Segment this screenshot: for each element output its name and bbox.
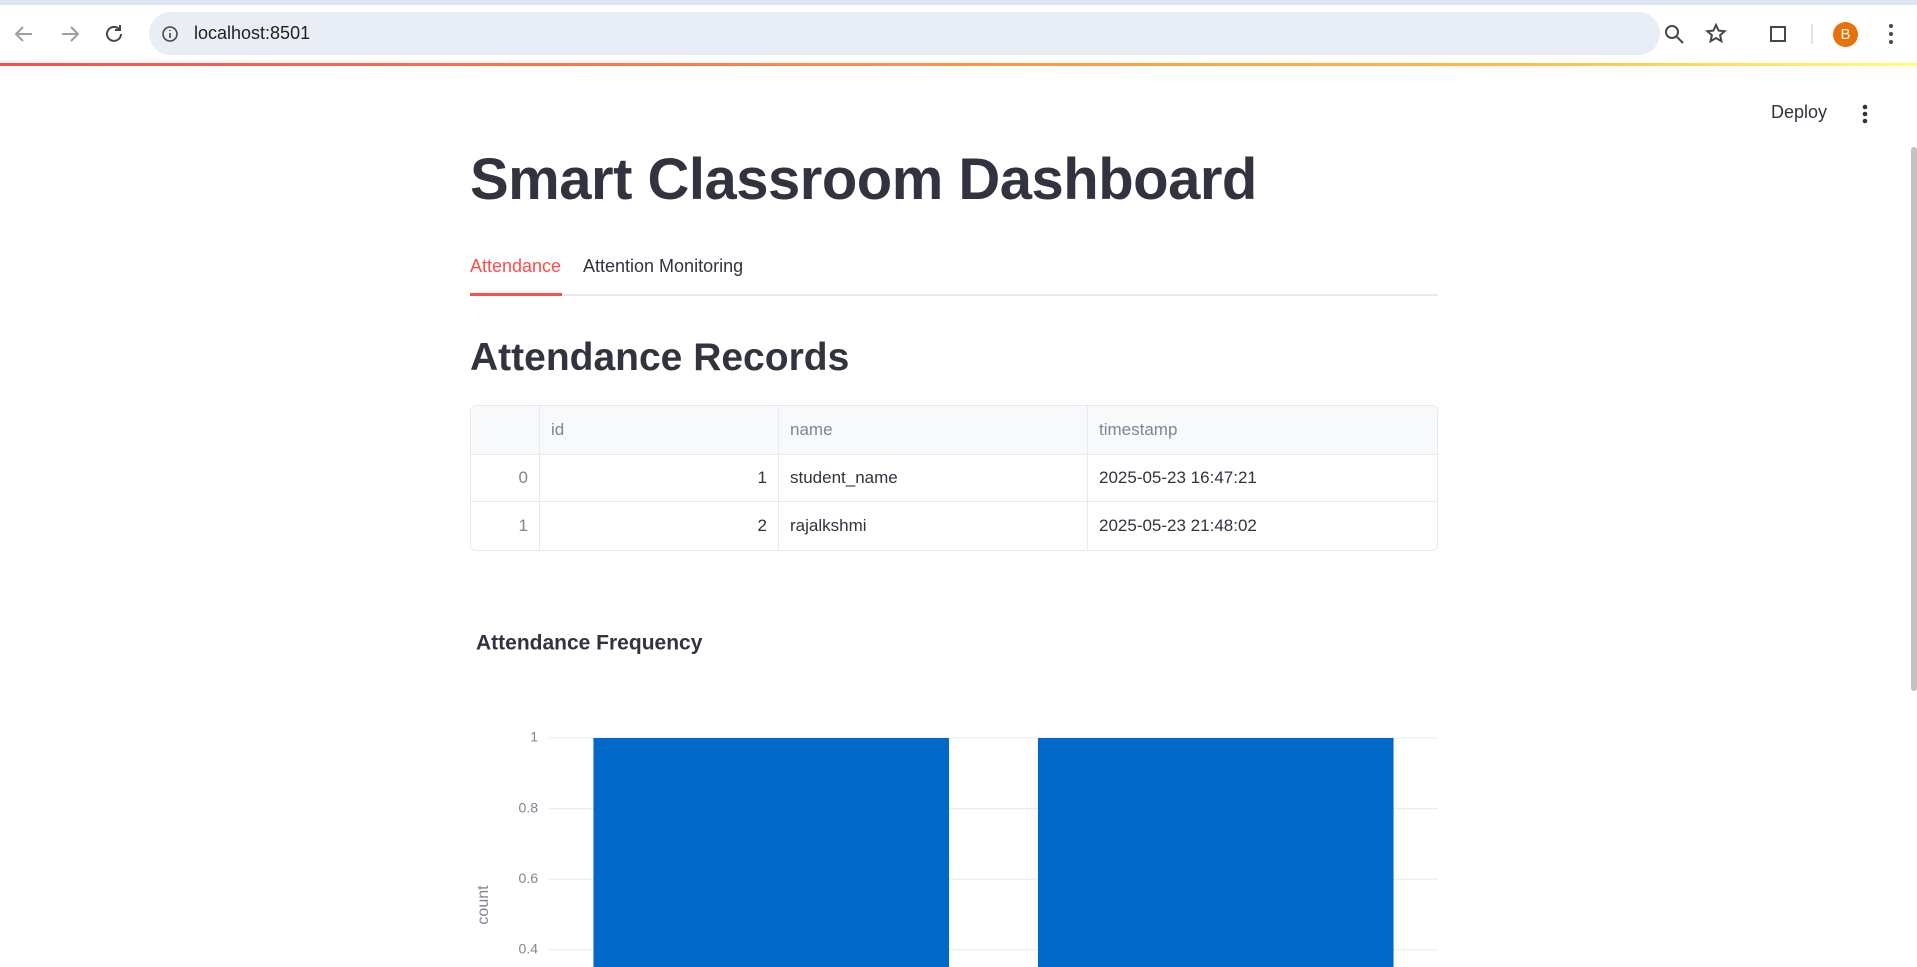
tab-strip [0,0,1917,5]
site-info-icon[interactable] [161,25,179,43]
scrollbar[interactable] [1911,147,1917,691]
deploy-button[interactable]: Deploy [1771,102,1828,122]
y-tick-label: 0.4 [519,941,539,957]
table-cell: student_name [779,455,1088,502]
section-heading: Attendance Records [470,336,850,379]
chart-title: Attendance Frequency [476,632,703,655]
tab[interactable]: Attention Monitoring [583,256,744,276]
forward-button[interactable] [62,26,80,42]
bar [1037,738,1394,967]
row-index: 1 [471,502,540,550]
extensions-icon[interactable] [1770,26,1786,42]
bar [593,738,950,967]
menu-icon[interactable] [1889,24,1893,44]
active-tab-indicator [470,293,562,296]
table-cell: 2 [540,502,779,550]
table-cell: rajalkshmi [779,502,1088,550]
row-index: 0 [471,455,540,502]
header-cell: name [779,406,1088,455]
bookmark-star[interactable] [1705,22,1727,44]
browser-icons [14,22,1893,44]
y-axis-label: count [475,885,492,925]
address-bar[interactable] [149,12,1660,55]
zoom-icon[interactable] [1665,25,1684,44]
header-cell: timestamp [1088,406,1437,455]
y-tick-label: 0.6 [519,870,539,886]
reload-button[interactable] [106,25,122,42]
tab-divider [470,294,1438,296]
table-cell: 1 [540,455,779,502]
header-cell [471,406,540,455]
tab[interactable]: Attendance [470,256,562,276]
main-menu[interactable] [1858,103,1872,127]
y-tick-label: 1 [530,729,538,745]
header-decoration [0,63,1917,66]
data-table: id name timestamp 0 1 student_name 2025-05-23 … [470,405,1438,551]
table-cell: 2025-05-23 21:48:02 [1099,516,1257,535]
y-tick-label: 0.8 [519,799,539,815]
table-cell: 2025-05-23 16:47:21 [1088,455,1437,502]
profile-avatar[interactable]: B [1833,22,1858,47]
page-title: Smart Classroom Dashboard [470,147,1257,212]
url[interactable]: localhost:8501 [194,23,311,43]
header-cell: id [540,406,779,455]
back-button[interactable] [14,26,32,42]
